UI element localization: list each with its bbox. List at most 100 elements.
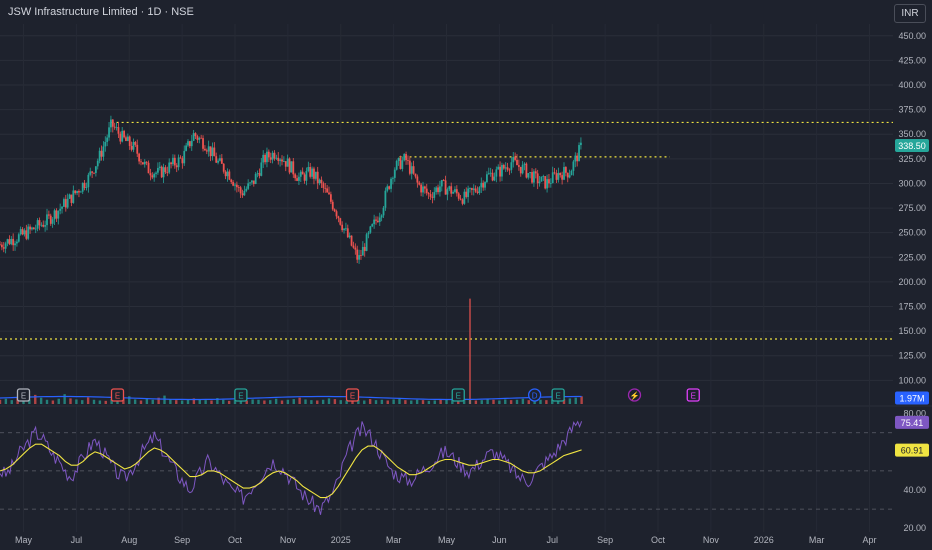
candle-body <box>510 162 513 170</box>
candle-body <box>497 166 500 170</box>
price-axis-tick: 450.00 <box>898 31 926 41</box>
volume-bar <box>439 399 442 404</box>
candle-body <box>215 156 218 163</box>
time-axis-tick: Sep <box>597 535 613 545</box>
candle-body <box>427 193 430 195</box>
candle-body <box>555 173 558 180</box>
volume-bar <box>351 399 354 404</box>
candle-body <box>508 169 511 171</box>
volume-bar <box>469 298 471 404</box>
candle-body <box>228 171 231 180</box>
volume-bar <box>222 399 225 404</box>
candle-body <box>305 170 308 181</box>
candle-body <box>68 194 71 199</box>
last-price-badge-label: 338.50 <box>898 141 926 151</box>
candle-body <box>147 162 150 174</box>
currency-button[interactable]: INR <box>894 4 926 23</box>
candle-body <box>529 172 532 174</box>
event-marker[interactable] <box>451 388 465 402</box>
candle-body <box>125 137 127 141</box>
candle-body <box>57 210 60 219</box>
price-axis-tick: 400.00 <box>898 80 926 90</box>
candle-body <box>34 228 37 230</box>
event-marker[interactable] <box>234 388 248 402</box>
candle-body <box>47 214 50 216</box>
candle-body <box>493 176 496 181</box>
event-marker[interactable] <box>16 388 31 402</box>
candle-body <box>78 191 80 193</box>
candle-body <box>273 152 276 159</box>
volume-bar <box>404 400 407 404</box>
candle-body <box>277 157 280 161</box>
volume-bar <box>75 399 78 404</box>
candle-body <box>51 219 54 224</box>
candle-body <box>241 193 244 196</box>
candle-body <box>561 175 564 180</box>
event-marker[interactable] <box>686 388 700 402</box>
volume-bar <box>151 399 154 404</box>
candle-body <box>53 210 56 220</box>
volume-bar <box>133 399 137 404</box>
candle-body <box>17 234 20 242</box>
candle-body <box>392 177 394 179</box>
candle-body <box>262 154 265 163</box>
candle-body <box>467 188 470 197</box>
candle-body <box>292 161 295 175</box>
candle-body <box>386 186 389 191</box>
candle-body <box>243 190 246 196</box>
candle-body <box>121 130 124 142</box>
candle-body <box>175 165 178 168</box>
candle-body <box>187 141 189 146</box>
volume-bar <box>110 399 113 404</box>
price-axis-tick: 425.00 <box>898 55 926 65</box>
candle-body <box>486 174 488 183</box>
candle-body <box>267 151 270 158</box>
candle-body <box>234 184 236 186</box>
volume-bar <box>139 400 143 404</box>
candle-body <box>38 220 41 226</box>
candle-body <box>166 172 169 173</box>
event-marker[interactable] <box>551 388 565 402</box>
candle-body <box>59 208 62 211</box>
candle-body <box>209 146 212 157</box>
volume-bar <box>374 400 378 404</box>
event-marker[interactable] <box>527 388 542 402</box>
event-marker[interactable] <box>627 388 642 402</box>
candle-body <box>482 182 485 188</box>
candle-body <box>553 172 556 174</box>
volume-bar <box>216 398 219 404</box>
volume-bar <box>562 399 566 404</box>
price-axis-tick: 375.00 <box>898 105 926 115</box>
volume-bar <box>292 399 295 404</box>
candle-body <box>0 244 3 248</box>
candle-body <box>459 198 462 200</box>
candle-body <box>544 176 547 189</box>
candle-body <box>94 166 97 173</box>
rsi-ma-value-badge <box>895 443 929 457</box>
volume-bar <box>445 399 448 404</box>
candle-body <box>335 211 338 217</box>
volume-bar <box>180 400 184 404</box>
volume-bar <box>433 400 436 404</box>
volume-bar <box>457 400 460 404</box>
time-axis-tick: May <box>15 535 33 545</box>
candle-body <box>36 220 39 229</box>
candle-body <box>380 215 383 218</box>
candle-body <box>461 199 464 204</box>
volume-bar <box>245 400 248 404</box>
candle-body <box>576 155 579 162</box>
candle-body <box>134 142 137 145</box>
time-axis-tick: Apr <box>862 535 876 545</box>
event-marker[interactable] <box>345 388 360 402</box>
candle-body <box>16 241 18 244</box>
candle-body <box>162 167 165 178</box>
candle-body <box>534 171 537 174</box>
volume-bar <box>515 399 519 404</box>
candle-body <box>339 218 342 225</box>
event-marker[interactable] <box>110 388 125 402</box>
candle-body <box>408 160 411 174</box>
candle-body <box>395 160 398 170</box>
candle-body <box>399 158 402 169</box>
